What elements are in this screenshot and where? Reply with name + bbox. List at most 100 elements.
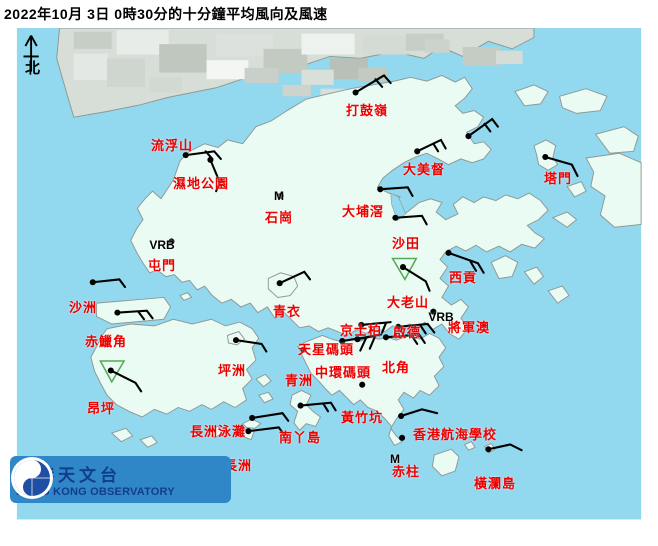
station-label-north-point: 北角 xyxy=(381,359,411,375)
station-dot-cheung-chau xyxy=(245,428,252,435)
station-dot-tsing-yi xyxy=(276,280,283,287)
wind-barb xyxy=(374,78,384,88)
station-label-tap-mun: 塔門 xyxy=(543,170,573,186)
station-label-tates-cairn: 大老山 xyxy=(386,294,430,310)
station-dot-tates-cairn xyxy=(399,264,407,271)
hko-logo-banner: 香港天文台 HONG KONG OBSERVATORY xyxy=(10,456,231,503)
station-label-tuen-mun: 屯門 xyxy=(147,257,177,273)
station-dot-wong-chuk-hang xyxy=(359,381,366,388)
station-dot-ta-kwu-ling xyxy=(352,89,359,96)
station-label-chek-lap-kok: 赤鱲角 xyxy=(84,333,128,349)
wind-barb xyxy=(91,278,127,289)
wind-barb xyxy=(384,333,426,345)
station-label-cheung-chau-beach: 長洲泳灘 xyxy=(189,423,247,439)
hk-landmasses xyxy=(90,74,642,477)
wind-barb xyxy=(184,150,222,160)
station-label-star-ferry-pier: 天星碼頭 xyxy=(297,341,355,357)
mountain-triangle-icon xyxy=(391,257,418,281)
wind-barb xyxy=(416,138,447,153)
station-dot-sha-chau xyxy=(89,279,96,286)
wind-barb xyxy=(397,322,436,334)
north-arrow-icon xyxy=(23,35,39,72)
station-label-sha-chau: 沙洲 xyxy=(68,299,98,315)
mountain-triangle-icon xyxy=(99,360,126,384)
station-marker-tseung-kwan-o: VRB xyxy=(428,310,454,324)
station-dot-green-island xyxy=(300,346,307,353)
wind-barb xyxy=(544,155,579,178)
station-dot-tai-mei-tuk xyxy=(414,148,421,155)
wind-barb xyxy=(116,309,154,320)
wind-barb xyxy=(419,323,427,335)
station-label-tsing-yi: 青衣 xyxy=(272,303,302,319)
station-label-lau-fau-shan: 流浮山 xyxy=(150,137,194,153)
north-label: 北 xyxy=(25,60,41,77)
wind-barb xyxy=(247,426,286,437)
station-label-tai-mei-tuk: 大美督 xyxy=(402,161,446,177)
station-label-hk-sea-school: 香港航海學校 xyxy=(412,426,498,442)
wind-barb xyxy=(137,310,146,321)
station-dot-waglan-island xyxy=(485,446,492,453)
station-dot-sha-tin xyxy=(392,214,399,221)
wind-barb xyxy=(299,401,337,412)
station-label-shek-kong: 石崗 xyxy=(264,209,294,225)
wind-barb xyxy=(234,339,268,353)
map-area xyxy=(0,28,658,546)
station-marker-tuen-mun: VRB xyxy=(149,238,175,252)
station-label-lamma-island: 南丫島 xyxy=(278,429,322,445)
wind-barb xyxy=(401,266,431,292)
station-dot-chek-lap-kok xyxy=(114,309,121,316)
station-dot-hk-sea-school xyxy=(398,412,405,420)
wind-barb xyxy=(469,260,478,272)
station-label-green-island: 青洲 xyxy=(284,372,314,388)
logo-english-text: HONG KONG OBSERVATORY xyxy=(16,486,175,498)
station-dot-shek-kong xyxy=(277,192,284,199)
station-label-waglan-island: 橫瀾島 xyxy=(473,475,517,491)
wind-barb xyxy=(394,214,428,226)
station-label-kings-park: 京士柏 xyxy=(339,322,383,338)
wind-barb xyxy=(410,334,419,345)
wind-barb xyxy=(109,369,143,393)
station-symbols-layer xyxy=(89,74,579,453)
station-dot-starling-inlet xyxy=(465,133,472,140)
wind-barb xyxy=(368,334,377,350)
station-label-wong-chuk-hang: 黃竹坑 xyxy=(340,409,384,425)
hko-logo-icon xyxy=(11,457,53,499)
station-dot-central-pier xyxy=(339,338,346,345)
station-dot-peng-chau xyxy=(232,337,240,344)
wind-barb xyxy=(447,251,485,274)
station-dot-tap-mun xyxy=(542,153,549,161)
station-label-wetland-park: 濕地公園 xyxy=(172,175,230,191)
station-dot-cheung-chau-beach xyxy=(249,414,256,421)
wind-barb xyxy=(400,408,439,418)
map-title: 2022年10月 3日 0時30分的十分鐘平均風向及風速 xyxy=(4,6,328,22)
station-dot-wetland-park xyxy=(207,156,214,163)
wind-barb xyxy=(322,402,330,413)
station-dot-ngong-ping xyxy=(107,367,114,374)
station-label-peng-chau: 坪洲 xyxy=(217,362,247,378)
station-label-sai-kung: 西貢 xyxy=(448,269,478,285)
station-label-tseung-kwan-o: 將軍澳 xyxy=(447,319,491,335)
station-dot-sai-kung xyxy=(445,249,452,256)
wind-barb xyxy=(354,74,392,94)
station-dot-tai-po-kau xyxy=(377,186,384,193)
wind-barb xyxy=(251,412,290,422)
wind-barb xyxy=(381,322,387,334)
station-dot-tuen-mun xyxy=(168,238,175,245)
wind-barb xyxy=(487,443,523,452)
wind-barb xyxy=(467,117,499,138)
coastline-map xyxy=(16,28,642,520)
wind-barb xyxy=(432,142,440,153)
station-marker-shek-kong: M xyxy=(274,189,284,203)
station-dot-north-point xyxy=(382,334,389,341)
wind-barb xyxy=(359,337,368,352)
wind-barb xyxy=(341,335,373,343)
station-label-ngong-ping: 昂坪 xyxy=(86,400,116,416)
station-dot-tseung-kwan-o xyxy=(430,308,437,315)
wind-barb xyxy=(209,158,222,193)
station-dot-lamma-island xyxy=(297,402,304,409)
station-label-tai-po-kau: 大埔滘 xyxy=(341,203,385,219)
wind-barb xyxy=(483,122,492,133)
station-label-central-pier: 中環碼頭 xyxy=(314,364,372,380)
station-dot-stanley xyxy=(399,434,406,441)
